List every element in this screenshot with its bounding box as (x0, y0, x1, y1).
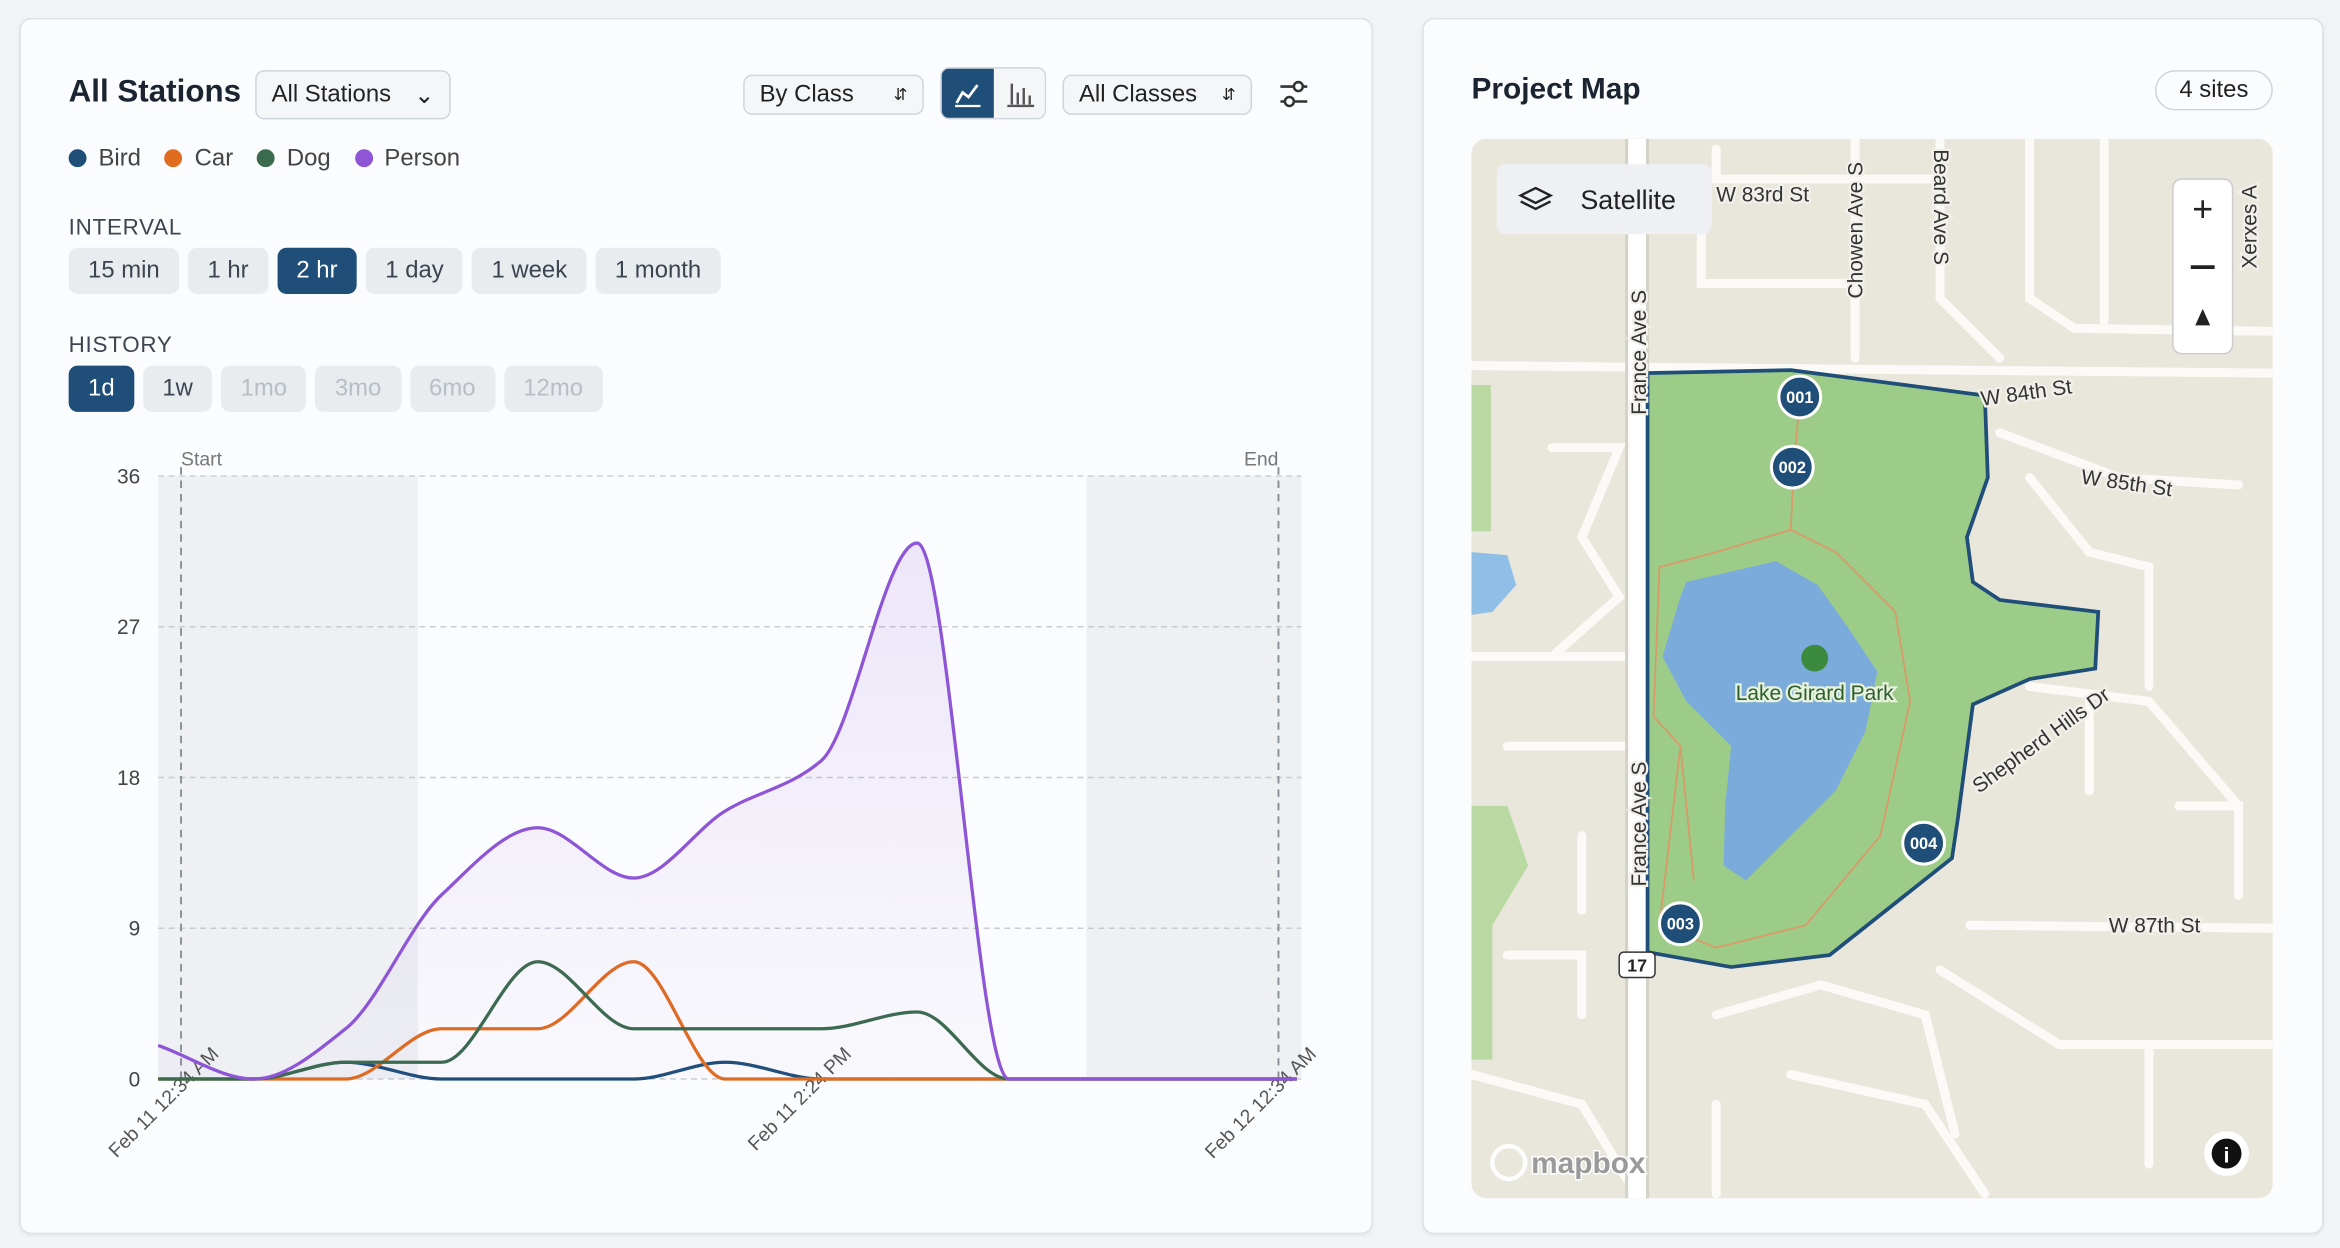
street-label: Beard Ave S (1929, 149, 1952, 265)
site-marker[interactable] (1658, 901, 1703, 947)
mapbox-logo (1490, 1143, 1528, 1182)
legend: Bird Car Dog Person (68, 146, 461, 173)
layer-button[interactable] (1496, 164, 1712, 235)
lake (1662, 561, 1878, 881)
legend-swatch (257, 149, 275, 168)
street-label: W 87th St (2109, 915, 2201, 938)
interval-option[interactable]: 1 week (472, 247, 587, 294)
street-label: France Ave S (1628, 762, 1651, 887)
bar-view-button[interactable] (993, 68, 1045, 118)
history-options: 1d 1w 1mo 3mo 6mo 12mo (68, 365, 603, 412)
history-option: 12mo (503, 365, 603, 412)
station-select[interactable]: All Stations ⌄ (255, 70, 451, 120)
group-select[interactable]: By Class ⇵ (743, 74, 924, 115)
legend-label: Dog (286, 146, 331, 172)
range-marker-label: End (1244, 449, 1279, 471)
park-label: Lake Girard Park (1736, 682, 1894, 705)
site-label: 001 (1786, 389, 1813, 407)
legend-label: Car (194, 146, 234, 172)
street-label: Xerxes A (2238, 185, 2261, 269)
site-marker[interactable] (1769, 444, 1815, 490)
attribution: mapbox (1531, 1147, 1646, 1180)
class-select[interactable]: All Classes ⇵ (1062, 74, 1253, 115)
site-label: 004 (1910, 835, 1938, 853)
y-tick-label: 36 (117, 466, 140, 489)
park-icon (1801, 644, 1829, 672)
y-tick-label: 9 (129, 918, 141, 941)
history-option: 3mo (315, 365, 401, 412)
map[interactable]: Lake Girard Park W 83rd St Chowen Ave S … (1471, 138, 2273, 1199)
chevron: ⇵ (893, 86, 908, 105)
history-option[interactable]: 1w (142, 365, 213, 412)
site-marker[interactable] (1901, 820, 1947, 866)
site-markers: 001 002 003 004 (1658, 374, 1947, 947)
route-shield (1618, 951, 1656, 979)
street-label: Chowen Ave S (1844, 162, 1867, 299)
site-label: 002 (1779, 459, 1806, 477)
legend-item: Dog (257, 146, 331, 173)
zoom-in[interactable]: + (2192, 189, 2213, 229)
layer-button-label: Satellite (1580, 185, 1676, 215)
line-icon (955, 84, 981, 108)
legend-swatch (354, 149, 373, 168)
interval-option[interactable]: 2 hr (276, 247, 357, 294)
y-tick-label: 0 (129, 1068, 141, 1091)
info-icon (2211, 1138, 2242, 1169)
interval-option[interactable]: 1 hr (188, 247, 269, 294)
interval-label: INTERVAL (68, 214, 183, 241)
chevron: ⇵ (1221, 86, 1236, 105)
legend-label: Bird (98, 146, 141, 172)
interval-options: 15 min 1 hr 2 hr 1 day 1 week 1 month (68, 247, 721, 294)
site-marker[interactable] (1777, 374, 1823, 420)
history-option: 1mo (221, 365, 307, 412)
range-marker-label: Start (181, 449, 223, 471)
legend-item: Bird (68, 146, 141, 173)
layers-icon (1518, 186, 1554, 211)
map-title: Project Map (1471, 73, 1641, 106)
history-option: 6mo (409, 365, 495, 412)
street-label: France Ave S (1628, 290, 1651, 415)
select-text: All Stations (271, 81, 392, 107)
pond (1471, 552, 1517, 615)
chevron: ⌄ (414, 82, 435, 109)
street-label: W 83rd St (1716, 183, 1809, 206)
y-tick-label: 18 (117, 767, 140, 790)
streets (1471, 138, 2273, 1199)
legend-label: Person (384, 146, 461, 172)
green-areas (1471, 385, 1529, 1060)
route-label: 17 (1627, 956, 1647, 976)
bar-icon (1007, 83, 1035, 108)
site-count-badge: 4 sites (2154, 70, 2273, 111)
site-label: 003 (1667, 916, 1694, 934)
interval-option[interactable]: 1 day (365, 247, 464, 294)
interval-option[interactable]: 15 min (68, 247, 180, 294)
info-i: i (2224, 1145, 2230, 1168)
select-text: By Class (759, 81, 854, 107)
legend-item: Car (164, 146, 234, 173)
select-text: All Classes (1078, 81, 1198, 107)
line-view-button[interactable] (941, 68, 994, 118)
history-option[interactable]: 1d (68, 365, 135, 412)
y-tick-label: 27 (117, 616, 140, 639)
legend-item: Person (354, 146, 461, 173)
history-label: HISTORY (68, 332, 173, 359)
compass[interactable] (2195, 308, 2211, 326)
interval-option[interactable]: 1 month (595, 247, 721, 294)
series-line (157, 541, 1297, 1081)
legend-swatch (164, 149, 183, 168)
legend-swatch (68, 149, 87, 168)
chart-title: All Stations (68, 74, 242, 109)
filter-button[interactable] (1277, 78, 1310, 111)
view-toggle (940, 67, 1047, 120)
